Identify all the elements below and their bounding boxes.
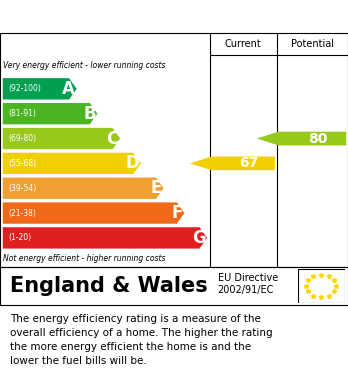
- Text: D: D: [125, 154, 139, 172]
- Polygon shape: [3, 103, 97, 124]
- Polygon shape: [3, 178, 164, 199]
- Text: The energy efficiency rating is a measure of the
overall efficiency of a home. T: The energy efficiency rating is a measur…: [10, 314, 273, 366]
- Text: Current: Current: [225, 39, 262, 49]
- Text: G: G: [192, 229, 205, 247]
- Text: F: F: [171, 204, 183, 222]
- Text: B: B: [83, 105, 96, 123]
- Text: (21-38): (21-38): [8, 208, 36, 217]
- Text: Very energy efficient - lower running costs: Very energy efficient - lower running co…: [3, 61, 166, 70]
- Polygon shape: [3, 128, 120, 149]
- Polygon shape: [3, 78, 77, 100]
- Polygon shape: [190, 156, 275, 170]
- Text: (92-100): (92-100): [8, 84, 41, 93]
- Polygon shape: [3, 227, 207, 249]
- Polygon shape: [3, 203, 184, 224]
- Text: EU Directive
2002/91/EC: EU Directive 2002/91/EC: [218, 273, 278, 295]
- Text: Potential: Potential: [291, 39, 334, 49]
- Text: Energy Efficiency Rating: Energy Efficiency Rating: [10, 7, 239, 26]
- Polygon shape: [3, 153, 141, 174]
- Text: (69-80): (69-80): [8, 134, 36, 143]
- Text: (39-54): (39-54): [8, 184, 36, 193]
- Text: (81-91): (81-91): [8, 109, 36, 118]
- Text: C: C: [106, 129, 118, 147]
- Text: 80: 80: [308, 131, 327, 145]
- Text: (1-20): (1-20): [8, 233, 31, 242]
- Text: Not energy efficient - higher running costs: Not energy efficient - higher running co…: [3, 254, 166, 263]
- Text: A: A: [62, 80, 75, 98]
- Polygon shape: [257, 132, 346, 145]
- Text: (55-68): (55-68): [8, 159, 36, 168]
- Text: England & Wales: England & Wales: [10, 276, 208, 296]
- Text: E: E: [151, 179, 162, 197]
- Text: 67: 67: [239, 156, 258, 170]
